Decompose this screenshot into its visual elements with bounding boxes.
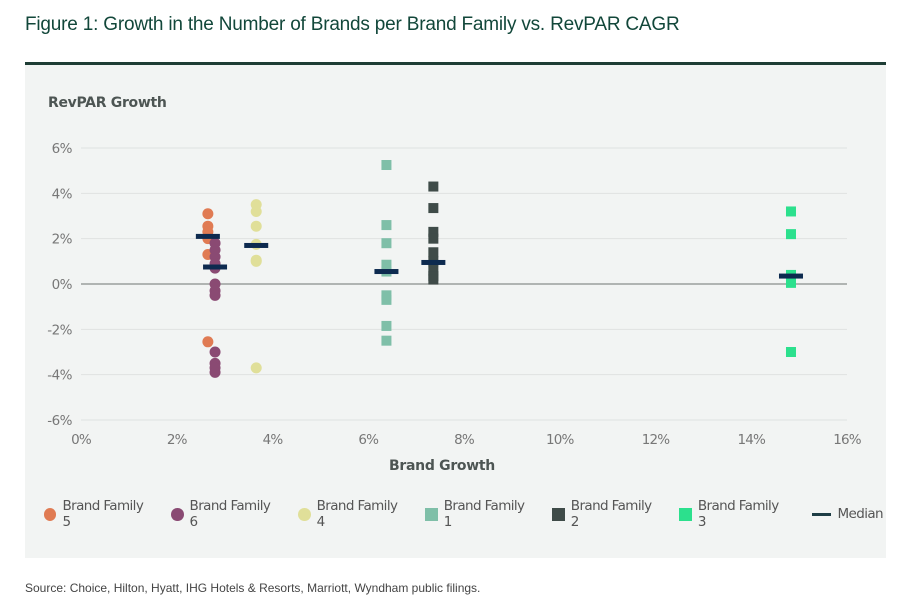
square-marker-icon (425, 507, 438, 521)
data-point (381, 220, 392, 231)
chart-panel (25, 65, 886, 558)
x-tick-label: 6% (358, 432, 379, 448)
median-marker (244, 242, 269, 248)
source-note: Source: Choice, Hilton, Hyatt, IHG Hotel… (25, 581, 481, 595)
data-point (250, 362, 262, 374)
data-point (381, 259, 392, 270)
legend-label: Brand Family 3 (697, 498, 779, 530)
legend-label: Brand Family 2 (570, 498, 652, 530)
median-markers (195, 233, 803, 279)
legend-item: Brand Family 4 (298, 498, 405, 530)
legend-item: Brand Family 2 (552, 498, 659, 530)
figure-title: Figure 1: Growth in the Number of Brands… (25, 14, 680, 35)
y-tick-label: 4% (52, 186, 73, 202)
data-point (428, 203, 439, 214)
data-point (785, 206, 796, 217)
legend-item: Brand Family 5 (44, 498, 151, 530)
data-point (381, 294, 392, 305)
legend-item: Brand Family 6 (171, 498, 278, 530)
x-tick-label: 0% (71, 432, 92, 448)
x-tick-label: 4% (263, 432, 284, 448)
x-tick-label: 10% (546, 432, 575, 448)
x-axis-label: Brand Growth (389, 458, 495, 474)
data-point (250, 205, 262, 217)
legend-label: Brand Family 4 (316, 498, 398, 530)
data-points (202, 160, 796, 378)
legend: Brand Family 5 Brand Family 6 Brand Family… (44, 498, 903, 530)
series-brand-family-3 (785, 206, 796, 357)
square-marker-icon (552, 507, 565, 521)
y-tick-label: -6% (47, 413, 72, 429)
circle-marker-icon (171, 507, 184, 521)
legend-label: Brand Family 6 (189, 498, 271, 530)
circle-marker-icon (298, 507, 311, 521)
legend-label: Brand Family 1 (443, 498, 525, 530)
series-brand-family-1 (381, 160, 392, 346)
series-brand-family-2 (428, 181, 439, 285)
y-tick-label: 6% (52, 141, 73, 157)
x-tick-label: 16% (833, 432, 862, 448)
median-marker (374, 269, 399, 275)
legend-label: Brand Family 5 (62, 498, 144, 530)
data-point (785, 277, 796, 288)
data-point (209, 346, 221, 358)
series-brand-family-5 (202, 208, 214, 348)
y-tick-label: 0% (52, 277, 73, 293)
median-line-icon (812, 512, 832, 516)
y-tick-label: -2% (47, 322, 72, 338)
legend-item: Median (806, 506, 884, 522)
y-tick-label: -4% (47, 368, 72, 384)
title-divider (25, 62, 886, 65)
data-point (428, 181, 439, 192)
x-tick-label: 8% (454, 432, 475, 448)
median-marker (421, 259, 446, 265)
x-tick-label: 14% (737, 432, 766, 448)
data-point (428, 247, 439, 258)
data-point (381, 335, 392, 346)
data-point (428, 265, 439, 276)
x-ticks: 0% 2% 4% 6% 8% 10% 12% 14% 16% (71, 432, 862, 448)
legend-label: Median (837, 506, 883, 522)
x-tick-label: 2% (167, 432, 188, 448)
series-brand-family-4 (250, 199, 262, 374)
data-point (250, 220, 262, 232)
data-point (381, 160, 392, 170)
median-marker (203, 264, 228, 270)
legend-item: Brand Family 1 (425, 498, 532, 530)
data-point (785, 347, 796, 357)
data-point (785, 229, 796, 240)
data-point (428, 226, 439, 237)
y-tick-label: 2% (52, 232, 73, 248)
x-tick-label: 12% (642, 432, 671, 448)
square-marker-icon (679, 507, 692, 521)
data-point (202, 208, 214, 220)
data-point (381, 320, 392, 331)
y-ticks: 6% 4% 2% 0% -2% -4% -6% (47, 141, 73, 429)
data-point (250, 255, 262, 267)
series-brand-family-6 (209, 237, 221, 378)
data-point (428, 233, 439, 244)
data-point (209, 366, 221, 378)
data-point (428, 274, 439, 285)
y-axis-label: RevPAR Growth (48, 95, 167, 111)
legend-item: Brand Family 3 (679, 498, 786, 530)
median-marker (778, 273, 803, 279)
data-point (209, 289, 221, 301)
data-point (202, 336, 214, 348)
median-marker (195, 233, 220, 239)
gridlines (81, 147, 847, 421)
data-point (381, 238, 392, 249)
circle-marker-icon (44, 507, 57, 521)
